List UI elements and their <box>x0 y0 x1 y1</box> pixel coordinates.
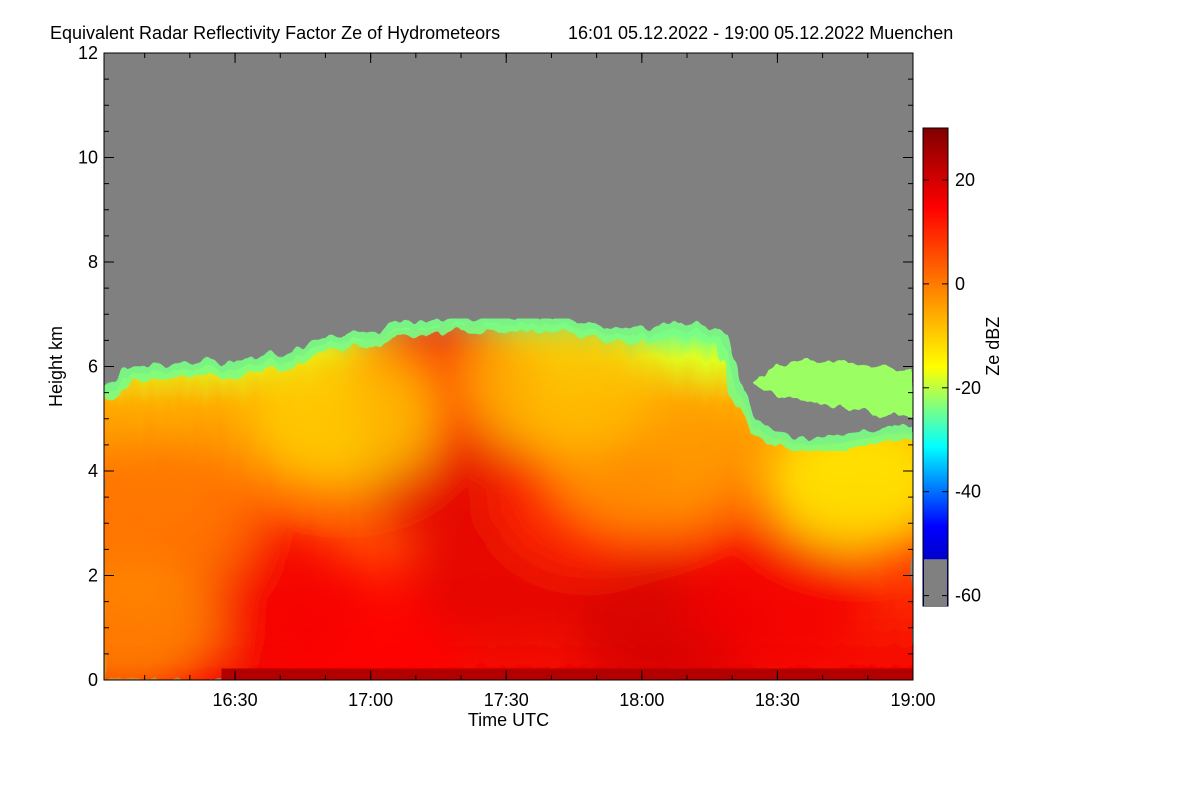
x-tick-label: 18:00 <box>619 690 664 710</box>
plot-area <box>104 53 913 680</box>
colorbar-scale <box>922 127 949 607</box>
y-tick-label: 0 <box>88 670 98 690</box>
y-tick-label: 8 <box>88 252 98 272</box>
x-tick-label: 18:30 <box>755 690 800 710</box>
colorbar: 20 0 -20 -40 -60 <box>922 127 981 607</box>
y-tick-label: 4 <box>88 461 98 481</box>
y-axis-label: Height km <box>46 326 66 407</box>
y-axis: 0 2 4 6 8 10 12 <box>78 43 913 690</box>
x-tick-label: 17:00 <box>348 690 393 710</box>
x-tick-label: 17:30 <box>484 690 529 710</box>
x-axis: 16:30 17:00 17:30 18:00 18:30 19:00 <box>144 53 936 710</box>
echo-top-edge <box>104 317 913 452</box>
echo-feature <box>682 526 873 667</box>
colorbar-tick-label: 20 <box>955 170 975 190</box>
chart-title: Equivalent Radar Reflectivity Factor Ze … <box>50 23 500 43</box>
x-axis-label: Time UTC <box>468 710 549 730</box>
y-tick-label: 12 <box>78 43 98 63</box>
x-tick-label: 19:00 <box>890 690 935 710</box>
upper-cloud-patch <box>755 360 913 419</box>
colorbar-no-data <box>924 559 947 606</box>
y-tick-label: 10 <box>78 148 98 168</box>
ground-clutter-band <box>221 668 913 680</box>
colorbar-tick-label: -60 <box>955 586 981 606</box>
echo-features <box>104 324 913 680</box>
x-tick-label: 16:30 <box>213 690 258 710</box>
colorbar-label: Ze dBZ <box>983 317 1003 376</box>
chart-subtitle: 16:01 05.12.2022 - 19:00 05.12.2022 Muen… <box>568 23 953 43</box>
colorbar-tick-label: -20 <box>955 378 981 398</box>
echo-feature <box>465 324 656 458</box>
y-tick-label: 2 <box>88 566 98 586</box>
colorbar-tick-label: 0 <box>955 274 965 294</box>
colorbar-tick-label: -40 <box>955 482 981 502</box>
y-tick-label: 6 <box>88 357 98 377</box>
echo-feature <box>248 348 439 489</box>
echo-feature <box>104 557 222 680</box>
